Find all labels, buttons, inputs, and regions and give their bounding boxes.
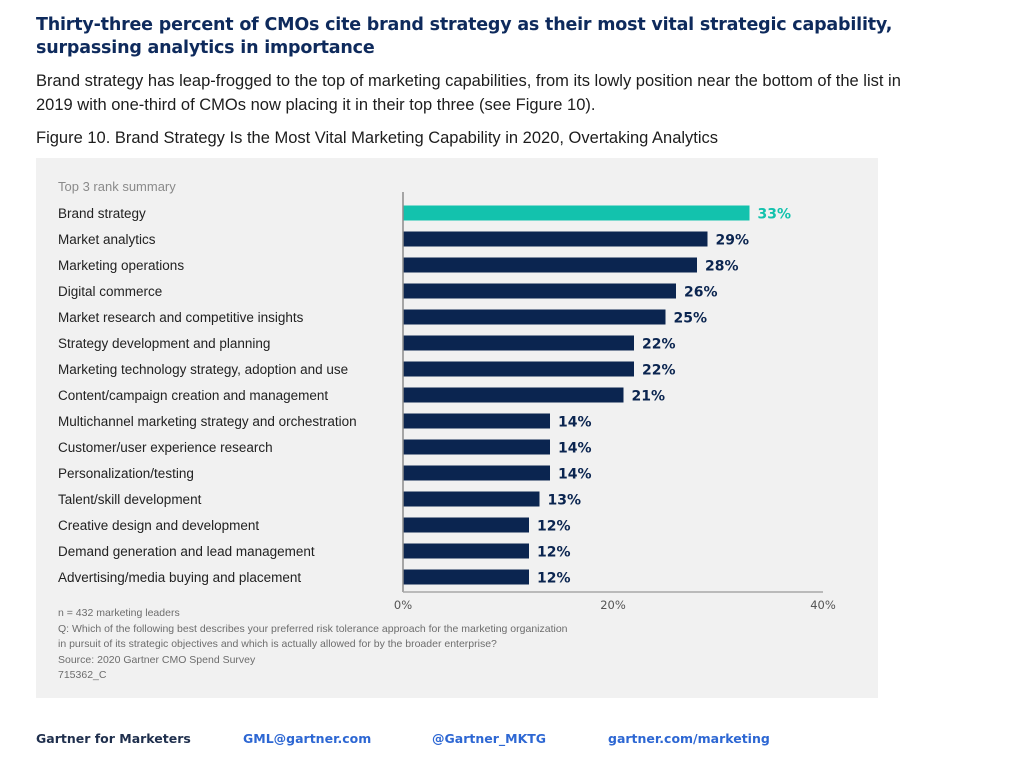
figure-caption: Figure 10. Brand Strategy Is the Most Vi… [36,129,719,147]
bar [403,413,550,429]
source-note: Source: 2020 Gartner CMO Spend Survey [58,653,256,666]
value-label: 28% [705,259,739,275]
category-label: Multichannel marketing strategy and orch… [58,414,357,429]
bar-highlighted [403,205,750,221]
x-tick-label: 40% [810,598,836,612]
value-label: 26% [684,285,718,301]
x-tick-label: 20% [600,598,626,612]
value-label: 21% [632,389,666,405]
bar [403,335,634,351]
value-label: 14% [558,415,592,431]
category-label: Strategy development and planning [58,336,270,351]
category-label: Talent/skill development [58,492,202,507]
bar [403,283,676,299]
category-label: Market analytics [58,232,156,247]
bar [403,231,708,247]
category-label: Marketing operations [58,258,184,273]
bar [403,517,529,533]
intro-paragraph: Brand strategy has leap-frogged to the t… [36,72,901,114]
value-label: 22% [642,337,676,353]
footer-website-link[interactable]: gartner.com/marketing [608,731,770,746]
value-label: 13% [548,493,582,509]
bar [403,309,666,325]
bar [403,387,624,403]
chart-notes: n = 432 marketing leaders Q: Which of th… [58,606,568,684]
category-label: Demand generation and lead management [58,544,315,559]
value-label: 12% [537,571,571,587]
bar [403,257,697,273]
value-label: 25% [674,311,708,327]
category-label: Customer/user experience research [58,440,273,455]
value-label: 12% [537,545,571,561]
bar [403,543,529,559]
footer-email-link[interactable]: GML@gartner.com [243,731,372,746]
value-label: 14% [558,441,592,457]
category-label: Content/campaign creation and management [58,388,328,403]
bar [403,569,529,585]
footer: Gartner for Marketers GML@gartner.com @G… [0,731,1024,751]
footer-brand: Gartner for Marketers [36,731,191,746]
figure-id-note: 715362_C [58,669,107,681]
value-label: 33% [758,207,792,223]
question-note-line-1: Q: Which of the following best describes… [58,622,568,635]
value-label: 29% [716,233,750,249]
footer-twitter-link[interactable]: @Gartner_MKTG [432,731,547,746]
x-tick-label: 0% [394,598,412,612]
bar [403,491,540,507]
bar [403,465,550,481]
value-label: 14% [558,467,592,483]
category-label: Advertising/media buying and placement [58,570,301,585]
category-label: Brand strategy [58,206,146,221]
category-label: Marketing technology strategy, adoption … [58,362,348,377]
bar [403,439,550,455]
category-label: Digital commerce [58,284,162,299]
value-label: 22% [642,363,676,379]
question-note-line-2: in pursuit of its strategic objectives a… [58,638,497,650]
headline: Thirty-three percent of CMOs cite brand … [36,15,893,58]
value-label: 12% [537,519,571,535]
category-label: Market research and competitive insights [58,310,304,325]
sample-size-note: n = 432 marketing leaders [58,607,180,619]
bar [403,361,634,377]
category-label: Creative design and development [58,518,259,533]
category-label: Personalization/testing [58,466,194,481]
chart-title: Top 3 rank summary [58,179,176,194]
